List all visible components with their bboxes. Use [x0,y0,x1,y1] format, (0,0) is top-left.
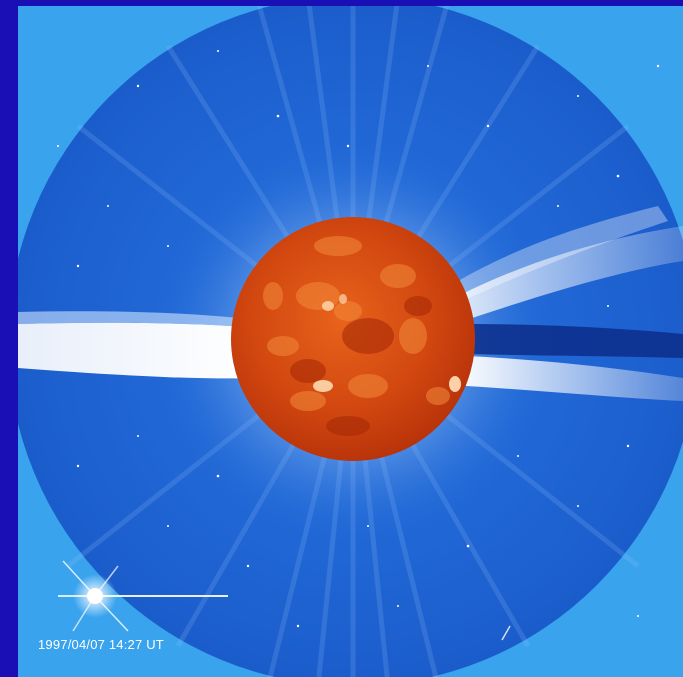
sun-dark-patches [290,296,432,436]
bright-star [58,560,228,632]
background-stars [57,50,660,628]
sun-bright-regions [313,294,461,392]
coronagraph-scene [18,6,683,677]
left-streamer [18,322,258,379]
right-upper-streamer [458,226,683,321]
right-lower-streamer [466,356,683,401]
coronagraph-image: 1997/04/07 14:27 UT [18,6,683,677]
left-streamer-fringe [18,311,258,328]
right-upper-streamer-2 [458,206,668,301]
streak [501,625,511,641]
right-dark-band [463,324,683,358]
observation-timestamp: 1997/04/07 14:27 UT [38,637,164,652]
